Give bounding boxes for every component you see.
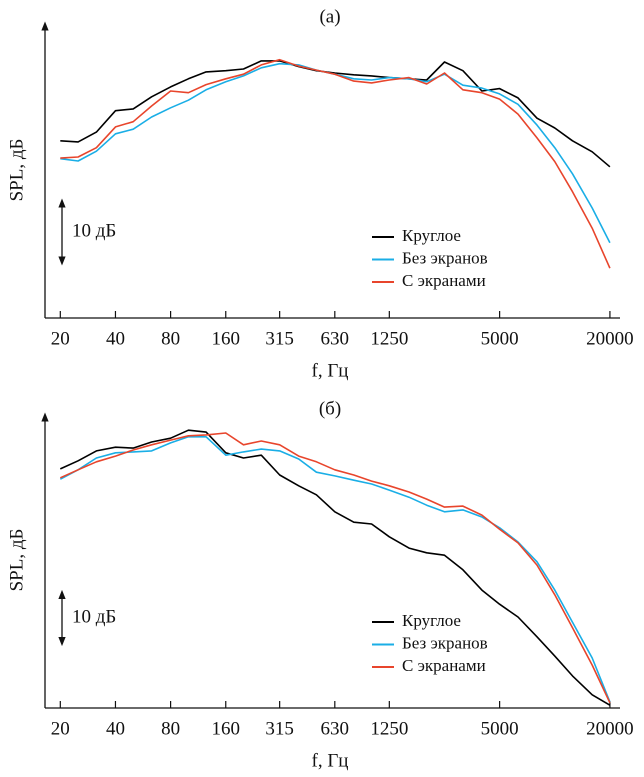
series-line [60, 62, 611, 244]
x-tick-label: 160 [212, 718, 241, 739]
x-tick-label: 630 [321, 718, 350, 739]
series-line [59, 436, 611, 703]
series-line [60, 60, 611, 168]
x-tick-label: 1250 [370, 328, 408, 349]
x-tick-label: 630 [321, 328, 350, 349]
series-line [60, 58, 611, 269]
x-tick-label: 315 [265, 718, 294, 739]
y-axis-label: SPL, дБ [6, 139, 27, 202]
x-tick-label: 5000 [481, 718, 519, 739]
x-tick-label: 20000 [586, 328, 634, 349]
legend-label: С экранами [402, 656, 486, 675]
x-tick-label: 1250 [370, 718, 408, 739]
series-line [59, 429, 611, 706]
x-axis-label: f, Гц [312, 360, 349, 381]
legend-label: С экранами [402, 271, 486, 290]
x-tick-label: 315 [265, 328, 294, 349]
legend-label: Без экранов [402, 633, 488, 652]
y-axis-label: SPL, дБ [6, 529, 27, 592]
x-tick-label: 20000 [586, 718, 634, 739]
x-tick-label: 160 [212, 328, 241, 349]
scale-bar-label: 10 дБ [72, 220, 116, 241]
legend-label: Круглое [402, 226, 461, 245]
x-tick-label: 40 [106, 328, 125, 349]
x-tick-label: 20 [51, 718, 70, 739]
scale-bar-label: 10 дБ [72, 606, 116, 627]
series-line [59, 432, 611, 704]
legend-label: Без экранов [402, 248, 488, 267]
x-tick-label: 40 [106, 718, 125, 739]
x-tick-label: 5000 [481, 328, 519, 349]
x-tick-label: 80 [161, 328, 180, 349]
x-tick-label: 20 [51, 328, 70, 349]
chart-title: (б) [319, 398, 341, 419]
x-axis-label: f, Гц [312, 750, 349, 771]
x-tick-label: 80 [161, 718, 180, 739]
legend-label: Круглое [402, 611, 461, 630]
chart-title: (а) [319, 6, 340, 27]
